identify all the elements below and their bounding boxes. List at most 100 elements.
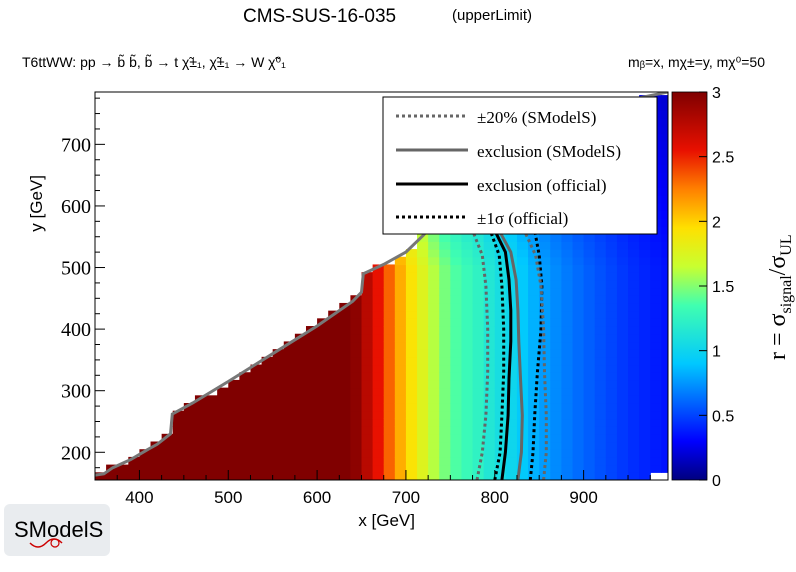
heatmap-cell-415 (405, 433, 418, 443)
heatmap-cell-1194 (616, 326, 629, 335)
heatmap-cell-1109 (594, 233, 607, 242)
heatmap-cell-109 (250, 426, 263, 435)
heatmap-cell-940 (561, 456, 574, 466)
heatmap-cell-1057 (583, 272, 596, 281)
heatmap-cell-468 (417, 256, 429, 266)
heatmap-cell-352 (372, 264, 385, 273)
heatmap-cell-71 (217, 418, 229, 427)
heatmap-cell-1104 (594, 272, 607, 281)
heatmap-cell-20 (161, 449, 174, 458)
y-tick-label-3: 500 (61, 258, 91, 280)
heatmap-cell-1410 (661, 172, 668, 181)
heatmap-cell-211 (317, 449, 329, 458)
heatmap-cell-139 (272, 433, 285, 443)
heatmap-cell-998 (572, 364, 585, 373)
heatmap-cell-417 (405, 418, 418, 427)
heatmap-cell-1180 (616, 433, 629, 443)
heatmap-cell-284 (350, 395, 363, 404)
heatmap-cell-88 (228, 379, 240, 389)
heatmap-cell-568 (450, 256, 463, 266)
heatmap-cell-593 (461, 333, 474, 343)
heatmap-cell-191 (305, 449, 318, 458)
heatmap-cell-601 (461, 272, 474, 281)
heatmap-cell-397 (394, 349, 407, 358)
heatmap-cell-1083 (594, 433, 607, 443)
legend-label-2: exclusion (official) (477, 176, 607, 195)
heatmap-cell-320 (361, 302, 374, 312)
heatmap-cell-1143 (605, 341, 618, 350)
heatmap-cell-1335 (650, 372, 662, 381)
heatmap-cell-1128 (605, 456, 618, 466)
heatmap-cell-1414 (661, 141, 668, 150)
heatmap-cell-914 (550, 310, 562, 319)
heatmap-cell-869 (539, 318, 551, 327)
heatmap-cell-1231 (628, 418, 640, 427)
heatmap-cell-1090 (594, 379, 607, 389)
heatmap-cell-1374 (661, 449, 668, 458)
heatmap-cell-369 (383, 349, 396, 358)
heatmap-cell-231 (328, 456, 340, 466)
heatmap-cell-438 (405, 256, 418, 266)
heatmap-cell-117 (250, 364, 263, 373)
heatmap-cell-454 (417, 364, 429, 373)
heatmap-cell-905 (550, 379, 562, 389)
heatmap-cell-368 (383, 356, 396, 366)
heatmap-cell-423 (405, 372, 418, 381)
heatmap-cell-705 (494, 326, 507, 335)
heatmap-cell-439 (405, 249, 418, 258)
heatmap-cell-1296 (639, 295, 651, 304)
heatmap-cell-382 (394, 464, 407, 473)
heatmap-cell-986 (572, 456, 585, 466)
heatmap-cell-1081 (594, 449, 607, 458)
heatmap-cell-433 (405, 295, 418, 304)
heatmap-cell-1286 (639, 372, 651, 381)
heatmap-cell-960 (561, 302, 574, 312)
heatmap-cell-951 (561, 372, 574, 381)
heatmap-cell-1203 (616, 256, 629, 266)
axes: 400 500 600 700 800 900 200 300 400 500 600 700 (61, 97, 651, 507)
heatmap-cell-3 (117, 472, 129, 480)
heatmap-cell-1235 (628, 387, 640, 396)
heatmap-cell-210 (317, 456, 329, 466)
heatmap-cell-628 (472, 341, 485, 350)
heatmap-cell-512 (439, 418, 451, 427)
heatmap-cell-1192 (616, 341, 629, 350)
heatmap-cell-793 (516, 256, 529, 266)
x-tick-label-2: 600 (303, 488, 331, 507)
heatmap-cell-501 (428, 249, 440, 258)
heatmap-cell-311 (361, 372, 374, 381)
heatmap-cell-611 (472, 472, 485, 480)
heatmap-cell-325 (372, 472, 385, 480)
heatmap-cell-50 (194, 410, 207, 420)
heatmap-cell-1304 (639, 233, 651, 242)
heatmap-cell-77 (228, 464, 240, 473)
heatmap-cell-1127 (605, 464, 618, 473)
heatmap-cell-287 (350, 372, 363, 381)
heatmap-cell-532 (439, 264, 451, 273)
heatmap-cell-113 (250, 395, 263, 404)
heatmap-cell-1088 (594, 395, 607, 404)
heatmap-cell-101 (239, 379, 252, 389)
heatmap-cell-255 (339, 441, 351, 450)
heatmap-cell-291 (350, 341, 363, 350)
heatmap-cell-1191 (616, 349, 629, 358)
heatmap-cell-227 (317, 326, 329, 335)
heatmap-cell-784 (516, 326, 529, 335)
heatmap-cell-403 (394, 302, 407, 312)
heatmap-cell-823 (528, 341, 540, 350)
heatmap-cell-1290 (639, 341, 651, 350)
heatmap-cell-66 (217, 456, 229, 466)
heatmap-cell-190 (305, 456, 318, 466)
colorbar-label-sub2: UL (778, 234, 795, 255)
heatmap-cell-1285 (639, 379, 651, 389)
heatmap-cell-374 (383, 310, 396, 319)
heatmap-cell-49 (194, 418, 207, 427)
heatmap-cell-920 (550, 264, 562, 273)
heatmap-cell-965 (561, 264, 574, 273)
heatmap-cell-216 (317, 410, 329, 420)
heatmap-cell-1239 (628, 356, 640, 366)
heatmap-cell-1060 (583, 249, 596, 258)
heatmap-cell-459 (417, 326, 429, 335)
heatmap-cell-221 (317, 372, 329, 381)
heatmap-cell-500 (428, 256, 440, 266)
